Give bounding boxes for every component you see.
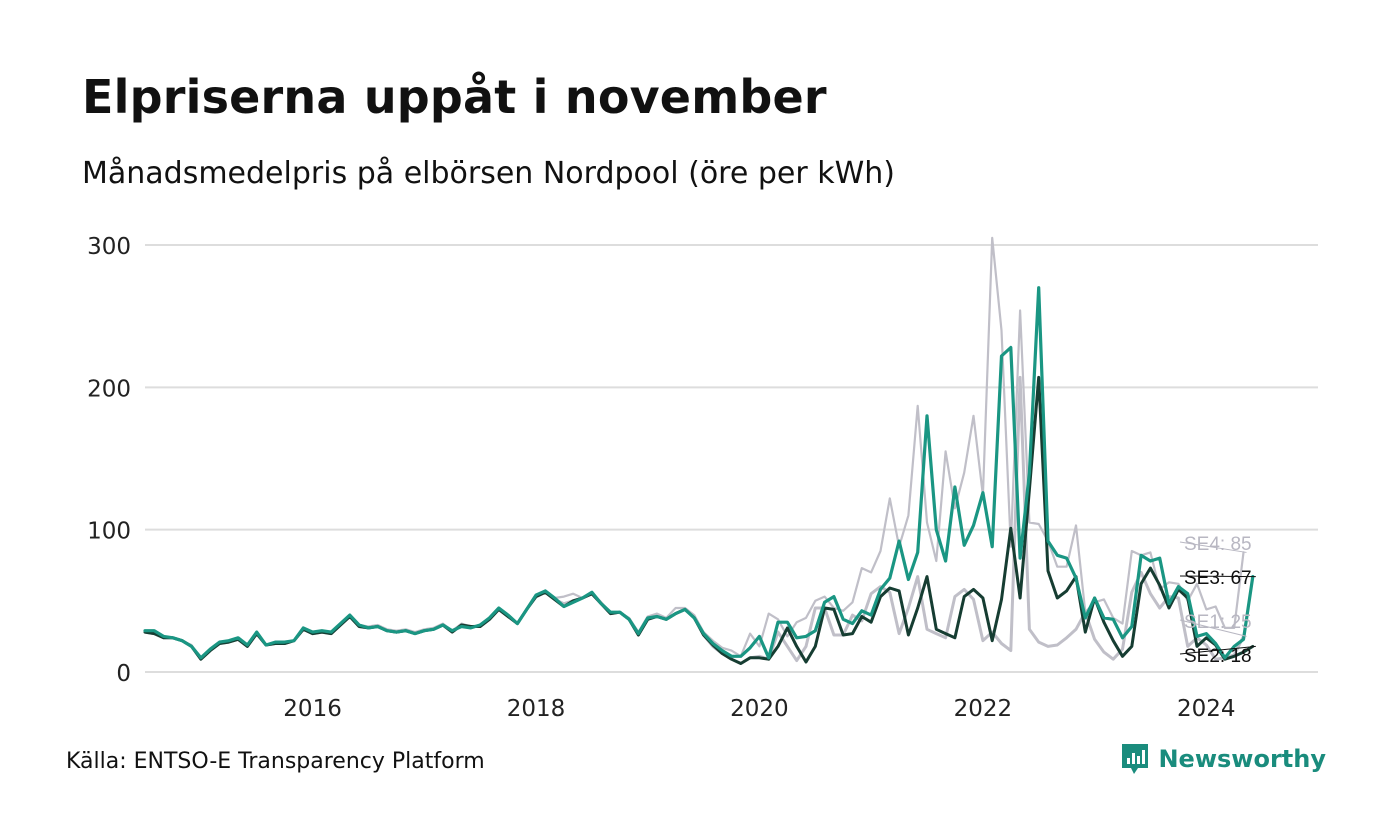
label-connector xyxy=(1179,575,1256,578)
series-end-labels: SE4: 85 SE1: 25 SE2: 18 SE3: 67 xyxy=(1179,534,1256,667)
newsworthy-chart-logo-icon xyxy=(1122,744,1149,774)
label-connector xyxy=(1179,645,1256,655)
x-axis-ticks: 2016 2018 2020 2022 2024 xyxy=(283,696,1235,722)
series-lines xyxy=(143,236,1255,665)
end-label-se1: SE1: 25 xyxy=(1184,612,1252,633)
end-label-se3: SE3: 67 xyxy=(1184,568,1252,589)
label-connector xyxy=(1179,619,1247,637)
end-label-se2: SE2: 18 xyxy=(1184,646,1252,667)
brand[interactable]: Newsworthy xyxy=(1120,742,1326,776)
brand-name: Newsworthy xyxy=(1158,745,1326,773)
y-tick-label: 0 xyxy=(116,661,131,687)
series-line-se3 xyxy=(143,286,1255,660)
end-label-se4: SE4: 85 xyxy=(1184,534,1252,555)
y-axis-ticks: 0 100 200 300 xyxy=(87,234,131,687)
y-tick-label: 300 xyxy=(87,234,131,260)
x-tick-label: 2018 xyxy=(507,696,566,722)
grid-lines xyxy=(145,244,1318,673)
y-tick-label: 200 xyxy=(87,376,131,402)
x-tick-label: 2020 xyxy=(730,696,789,722)
label-connector xyxy=(1179,541,1247,553)
x-tick-label: 2024 xyxy=(1177,696,1236,722)
chart-subtitle: Månadsmedelpris på elbörsen Nordpool (ör… xyxy=(82,156,895,191)
x-tick-label: 2022 xyxy=(954,696,1013,722)
x-tick-label: 2016 xyxy=(283,696,342,722)
y-tick-label: 100 xyxy=(87,519,131,545)
chart-title: Elpriserna uppåt i november xyxy=(82,70,827,124)
source-note: Källa: ENTSO-E Transparency Platform xyxy=(66,749,485,774)
